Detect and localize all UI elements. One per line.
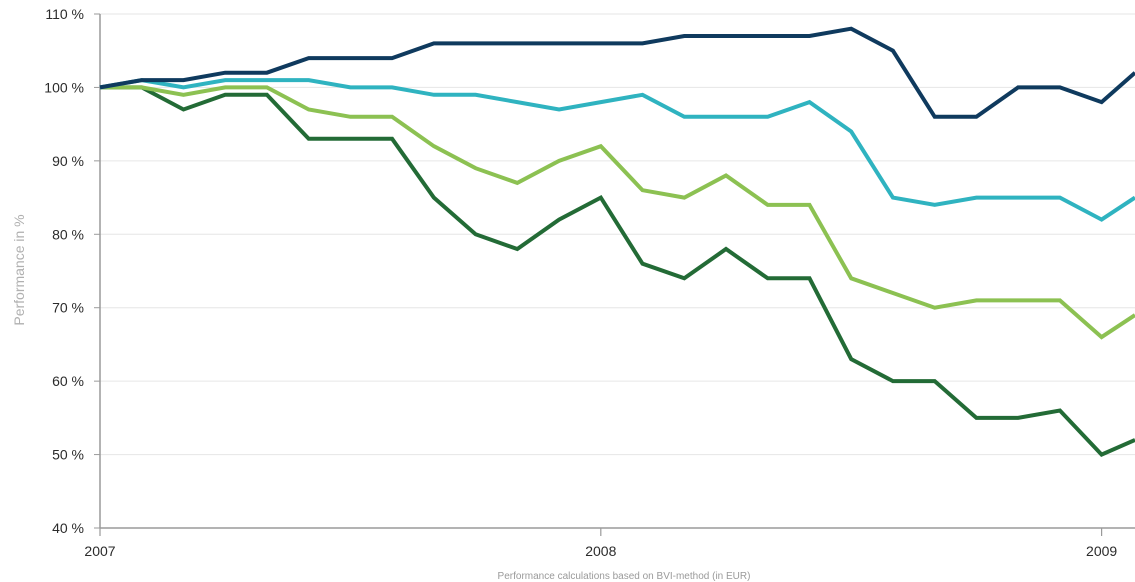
y-tick-label: 100 % [44,79,84,95]
x-tick-label: 2008 [585,543,616,559]
grid-lines [100,13,1135,456]
series-lines [99,26,1135,457]
y-tick-label: 80 % [52,226,84,242]
y-tick-label: 110 % [45,6,84,22]
x-axis-footnote: Performance calculations based on BVI-me… [498,571,751,582]
y-tick-label: 90 % [52,153,84,169]
y-tick-label: 60 % [52,373,84,389]
y-axis-title: Performance in % [11,214,27,325]
series-line-3 [100,85,1135,340]
x-tick-label: 2009 [1086,543,1117,559]
axes [94,13,1135,536]
series-line-4 [100,85,1135,457]
y-tick-label: 50 % [52,447,84,463]
y-tick-label: 40 % [52,520,84,536]
series-line-1 [99,26,1135,119]
y-tick-label: 70 % [52,300,84,316]
x-tick-label: 2007 [84,543,115,559]
axis-labels: 40 % 50 % 60 % 70 % 80 % 90 % 100 % 110 % 2007 20… [44,6,1117,559]
series-line-2 [99,78,1135,222]
